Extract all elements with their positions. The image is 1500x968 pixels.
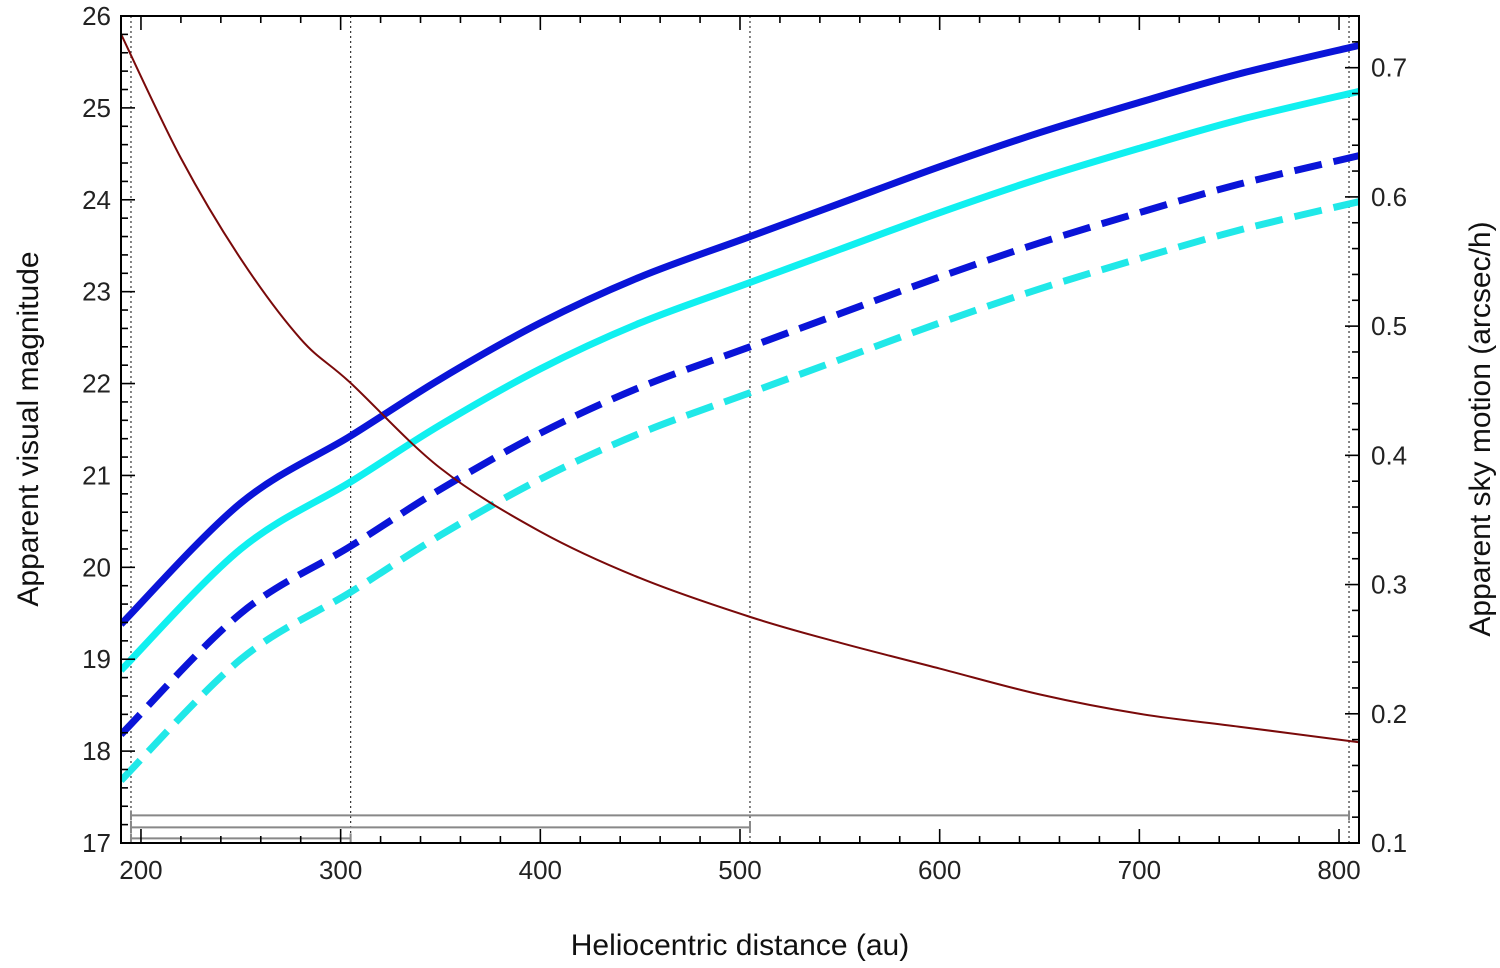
y2-tick-label: 0.3 (1371, 570, 1407, 600)
series-line-2 (121, 87, 1359, 673)
x-tick-label: 600 (918, 855, 961, 885)
y-tick-label: 18 (82, 736, 111, 766)
x-tick-label: 400 (519, 855, 562, 885)
distance-range-bars (129, 810, 1351, 844)
y2-tick-label: 0.7 (1371, 53, 1407, 83)
x-tick-label: 500 (718, 855, 761, 885)
series-lines (121, 33, 1359, 783)
y2-tick-label: 0.2 (1371, 699, 1407, 729)
y2-tick-label: 0.6 (1371, 182, 1407, 212)
y-tick-label: 20 (82, 552, 111, 582)
axis-ticks (121, 15, 1359, 844)
series-line-5 (121, 33, 1359, 744)
series-line-3 (121, 152, 1359, 738)
range-bar (129, 833, 352, 844)
y-tick-label: 23 (82, 277, 111, 307)
y2-axis-title: Apparent sky motion (arcsec/h) (1464, 221, 1497, 636)
y-tick-label: 19 (82, 644, 111, 674)
y-tick-label: 17 (82, 828, 111, 858)
y-tick-label: 22 (82, 369, 111, 399)
range-bar (129, 822, 751, 833)
y-tick-label: 26 (82, 1, 111, 31)
y-axis-title: Apparent visual magnitude (12, 251, 45, 606)
y2-tick-label: 0.1 (1371, 828, 1407, 858)
y-tick-label: 21 (82, 460, 111, 490)
x-axis-title: Heliocentric distance (au) (571, 929, 909, 962)
x-tick-label: 800 (1317, 855, 1360, 885)
x-tick-label: 300 (319, 855, 362, 885)
x-tick-label: 700 (1118, 855, 1161, 885)
y-tick-label: 24 (82, 185, 111, 215)
tick-labels: 200 300 400 500 600 700 800 17 18 19 20 21 22 23 24 25 2… (82, 1, 1407, 885)
x-tick-label: 200 (119, 855, 162, 885)
y2-tick-label: 0.5 (1371, 311, 1407, 341)
series-line-4 (121, 198, 1359, 783)
y-tick-label: 25 (82, 93, 111, 123)
range-bar (129, 810, 1351, 821)
y2-tick-label: 0.4 (1371, 440, 1407, 470)
series-line-1 (121, 41, 1359, 627)
